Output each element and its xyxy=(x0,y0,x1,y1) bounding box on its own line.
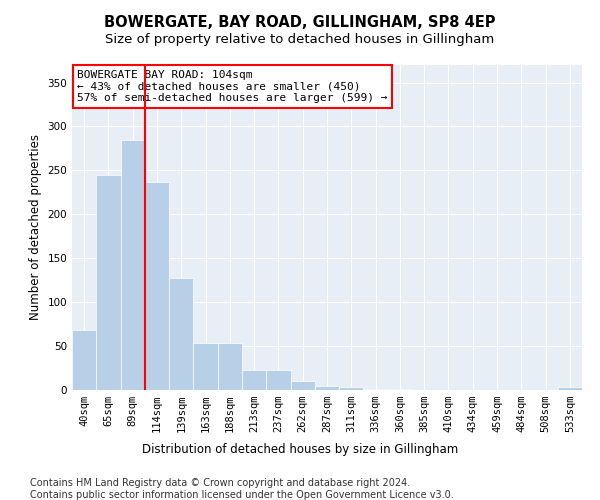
Y-axis label: Number of detached properties: Number of detached properties xyxy=(29,134,42,320)
Bar xyxy=(315,386,339,390)
Bar xyxy=(169,278,193,390)
Bar xyxy=(193,344,218,390)
Bar xyxy=(290,381,315,390)
Bar xyxy=(339,388,364,390)
Bar xyxy=(242,370,266,390)
Bar xyxy=(72,330,96,390)
Text: Distribution of detached houses by size in Gillingham: Distribution of detached houses by size … xyxy=(142,442,458,456)
Text: Contains HM Land Registry data © Crown copyright and database right 2024.: Contains HM Land Registry data © Crown c… xyxy=(30,478,410,488)
Bar xyxy=(145,182,169,390)
Bar xyxy=(558,388,582,390)
Bar xyxy=(121,140,145,390)
Text: BOWERGATE BAY ROAD: 104sqm
← 43% of detached houses are smaller (450)
57% of sem: BOWERGATE BAY ROAD: 104sqm ← 43% of deta… xyxy=(77,70,388,103)
Bar xyxy=(364,389,388,390)
Bar xyxy=(96,175,121,390)
Bar xyxy=(218,344,242,390)
Text: BOWERGATE, BAY ROAD, GILLINGHAM, SP8 4EP: BOWERGATE, BAY ROAD, GILLINGHAM, SP8 4EP xyxy=(104,15,496,30)
Text: Size of property relative to detached houses in Gillingham: Size of property relative to detached ho… xyxy=(106,32,494,46)
Bar xyxy=(266,370,290,390)
Text: Contains public sector information licensed under the Open Government Licence v3: Contains public sector information licen… xyxy=(30,490,454,500)
Bar xyxy=(388,389,412,390)
